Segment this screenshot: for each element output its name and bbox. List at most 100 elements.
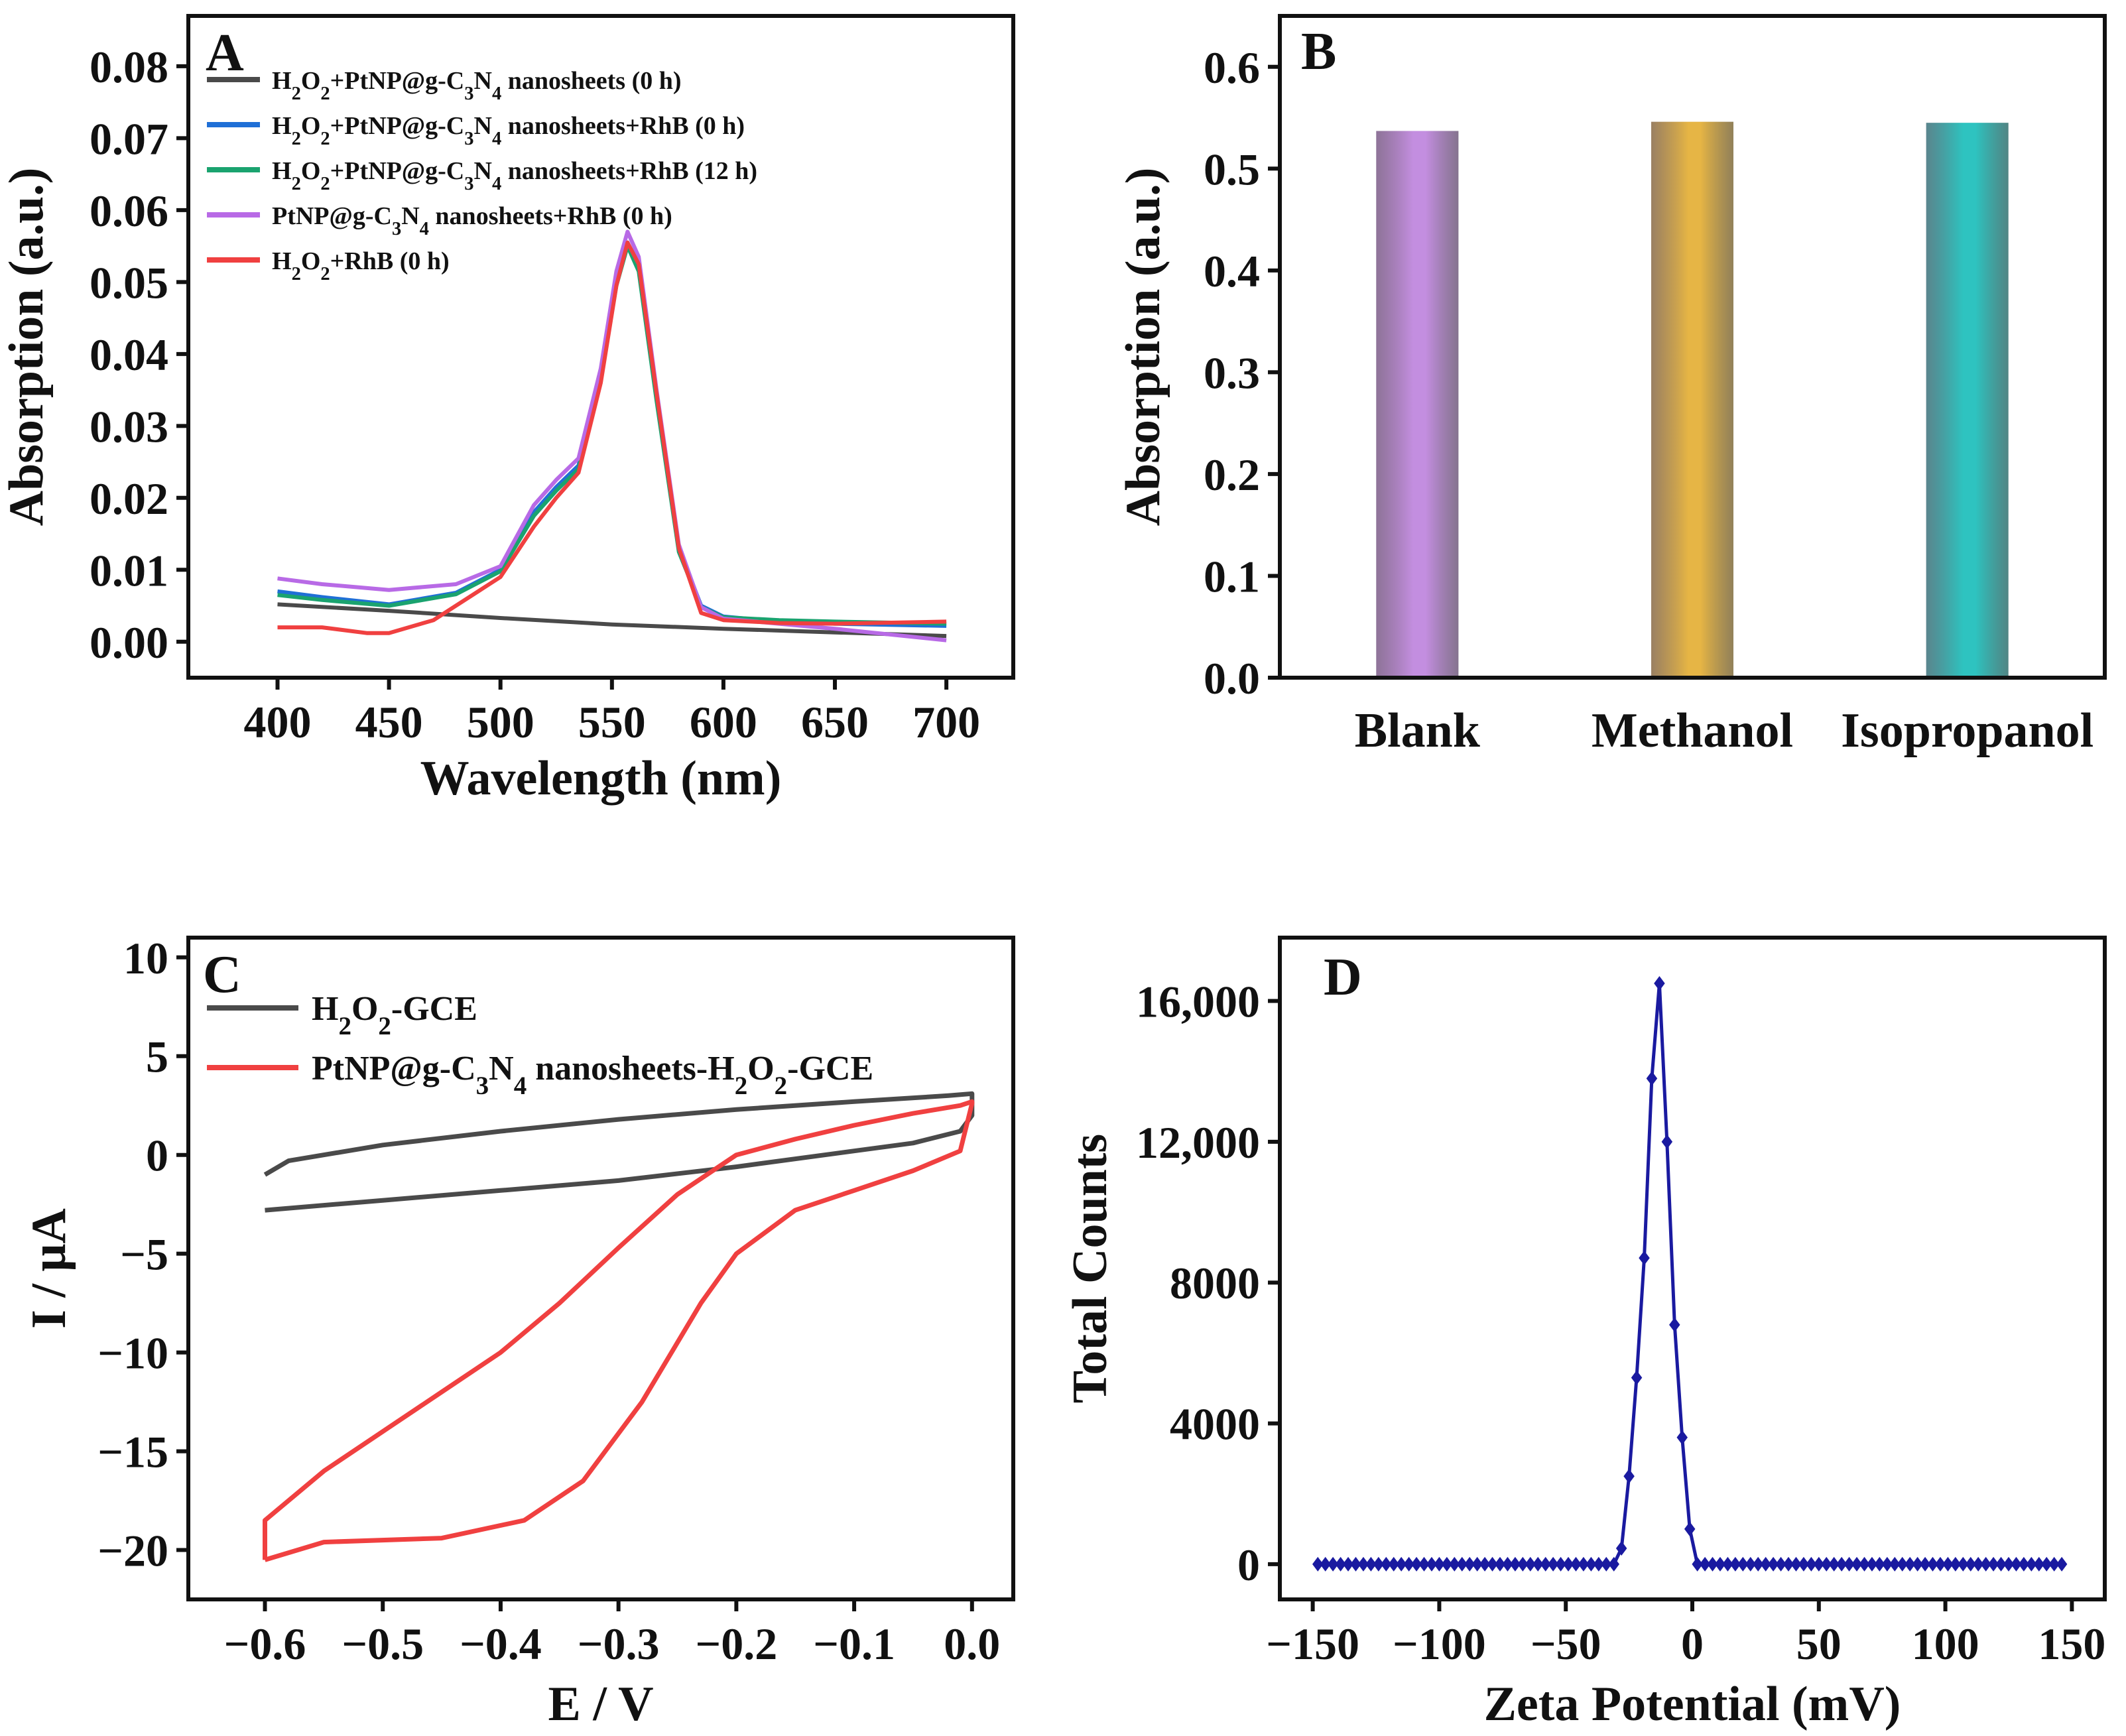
panel-d-point bbox=[1434, 1556, 1445, 1572]
panel-d-point bbox=[1987, 1556, 1999, 1572]
panel-d-point bbox=[1464, 1556, 1475, 1572]
panel-d-point bbox=[1995, 1556, 2007, 1572]
panel-c-ytick-label: −10 bbox=[97, 1328, 168, 1379]
panel-d-point bbox=[1798, 1556, 1810, 1572]
panel-a-ytick-label: 0.00 bbox=[90, 617, 168, 668]
panel-d-point bbox=[1775, 1556, 1786, 1572]
panel-a-legend-label: PtNP@g-C3N4 nanosheets+RhB (0 h) bbox=[272, 202, 672, 239]
panel-d-point bbox=[1828, 1556, 1840, 1572]
panel-d-point bbox=[1806, 1556, 1817, 1572]
panel-c-ytick-label: 5 bbox=[146, 1032, 168, 1082]
panel-c-frame bbox=[186, 936, 1015, 1601]
panel-d-point bbox=[1601, 1556, 1612, 1572]
panel-d-point bbox=[1661, 1134, 1673, 1149]
panel-d-point bbox=[1410, 1556, 1422, 1572]
panel-c: −20 −15 −10 −5 0 5 10 −0.6 −0.5 −0.4 −0.3 −0.2 −0.1 0… bbox=[22, 933, 1015, 1731]
panel-c-xtick-label: 0.0 bbox=[944, 1619, 1000, 1669]
panel-d-point bbox=[1646, 1071, 1658, 1086]
panel-d-point bbox=[1919, 1556, 1931, 1572]
panel-b-bar-tint bbox=[1651, 121, 1733, 678]
panel-d-point bbox=[1980, 1556, 1991, 1572]
panel-b-ytick-label: 0.5 bbox=[1204, 144, 1260, 194]
panel-a-ytick-label: 0.04 bbox=[90, 330, 168, 380]
panel-d-point bbox=[1502, 1556, 1513, 1572]
panel-d-point bbox=[1927, 1556, 1938, 1572]
panel-d-point bbox=[1350, 1556, 1361, 1572]
panel-a-xtick-label: 500 bbox=[467, 697, 534, 747]
panel-a-ytick-label: 0.03 bbox=[90, 401, 168, 452]
panel-d-point bbox=[1395, 1556, 1407, 1572]
panel-b-ytick-label: 0.2 bbox=[1204, 450, 1260, 500]
panel-d-point bbox=[1881, 1556, 1893, 1572]
panel-d-point bbox=[1737, 1556, 1749, 1572]
panel-a-frame bbox=[186, 14, 1015, 680]
panel-d-point bbox=[1525, 1556, 1536, 1572]
panel-d-xtick-label: 100 bbox=[1912, 1619, 1979, 1669]
panel-d-point bbox=[1790, 1556, 1802, 1572]
panel-b-bar-tint bbox=[1926, 123, 2009, 678]
panel-a-xtick-label: 550 bbox=[578, 697, 646, 747]
panel-d-point bbox=[1623, 1469, 1635, 1484]
panel-d-point bbox=[1631, 1370, 1643, 1385]
panel-d-point bbox=[2026, 1556, 2037, 1572]
panel-c-ytick-label: −5 bbox=[120, 1229, 168, 1280]
panel-d-point bbox=[1426, 1556, 1438, 1572]
panel-a-legend-label: H2O2+PtNP@g-C3N4 nanosheets (0 h) bbox=[272, 67, 682, 104]
panel-b-category-label: Methanol bbox=[1592, 704, 1793, 758]
panel-b-ytick-label: 0.3 bbox=[1204, 347, 1260, 398]
panel-d-point bbox=[1403, 1556, 1414, 1572]
panel-a-xtick-label: 400 bbox=[243, 697, 311, 747]
panel-d-point bbox=[2018, 1556, 2030, 1572]
panel-d-point bbox=[1859, 1556, 1870, 1572]
panel-c-ylabel: I / μA bbox=[22, 1208, 76, 1329]
panel-d-point bbox=[1494, 1556, 1506, 1572]
panel-c-xtick-label: −0.4 bbox=[460, 1619, 542, 1669]
panel-d-point bbox=[1965, 1556, 1977, 1572]
panel-d-xtick-label: 0 bbox=[1681, 1619, 1704, 1669]
panel-c-xtick-label: −0.1 bbox=[813, 1619, 895, 1669]
panel-d-point bbox=[1441, 1556, 1453, 1572]
panel-d-point bbox=[1479, 1556, 1491, 1572]
panel-d-label: D bbox=[1324, 948, 1362, 1007]
panel-d-point bbox=[1692, 1556, 1703, 1572]
panel-a-series-line bbox=[277, 240, 947, 635]
panel-a-series-line bbox=[277, 602, 947, 639]
panel-a-xlabel: Wavelength (nm) bbox=[420, 751, 782, 806]
panel-a-ytick-label: 0.01 bbox=[90, 545, 168, 595]
panel-d-point bbox=[1729, 1556, 1741, 1572]
panel-d-point bbox=[1373, 1556, 1385, 1572]
panel-d-series-line bbox=[1318, 983, 2062, 1566]
panel-c-xtick-label: −0.2 bbox=[695, 1619, 777, 1669]
panel-d-point bbox=[1593, 1556, 1605, 1572]
panel-a-xtick-label: 700 bbox=[912, 697, 980, 747]
panel-a-label: A bbox=[206, 24, 244, 82]
panel-c-xlabel: E / V bbox=[548, 1677, 653, 1731]
panel-c-xtick-label: −0.3 bbox=[578, 1619, 660, 1669]
panel-d-point bbox=[1950, 1556, 1962, 1572]
panel-d-point bbox=[1335, 1556, 1346, 1572]
panel-b-frame bbox=[1278, 14, 2107, 680]
panel-d-point bbox=[2003, 1556, 2015, 1572]
panel-b-label: B bbox=[1301, 23, 1336, 81]
panel-d-point bbox=[1608, 1556, 1619, 1572]
panel-b-category-label: Blank bbox=[1355, 704, 1481, 758]
panel-a-xtick-label: 600 bbox=[690, 697, 757, 747]
panel-d-point bbox=[1745, 1556, 1757, 1572]
panel-d-point bbox=[1699, 1556, 1711, 1572]
panel-d-point bbox=[1676, 1430, 1688, 1445]
panel-d-point bbox=[2040, 1556, 2052, 1572]
panel-d-point bbox=[1586, 1556, 1597, 1572]
panel-d-ytick-label: 4000 bbox=[1170, 1399, 1260, 1450]
panel-d-point bbox=[2011, 1556, 2022, 1572]
panel-d-point bbox=[1904, 1556, 1916, 1572]
panel-d-point bbox=[1547, 1556, 1559, 1572]
panel-d-xtick-label: −50 bbox=[1531, 1619, 1601, 1669]
panel-b-ytick-label: 0.4 bbox=[1204, 246, 1260, 296]
panel-a-ytick-label: 0.02 bbox=[90, 473, 168, 524]
panel-a: 0.00 0.01 0.02 0.03 0.04 0.05 0.06 0.07 0.08 400 4… bbox=[0, 14, 1015, 806]
panel-d-point bbox=[1714, 1556, 1726, 1572]
panel-d-point bbox=[1722, 1556, 1733, 1572]
panel-b-category-label: Isopropanol bbox=[1841, 704, 2094, 758]
panel-d-point bbox=[1639, 1251, 1650, 1266]
panel-d-point bbox=[1669, 1317, 1680, 1332]
